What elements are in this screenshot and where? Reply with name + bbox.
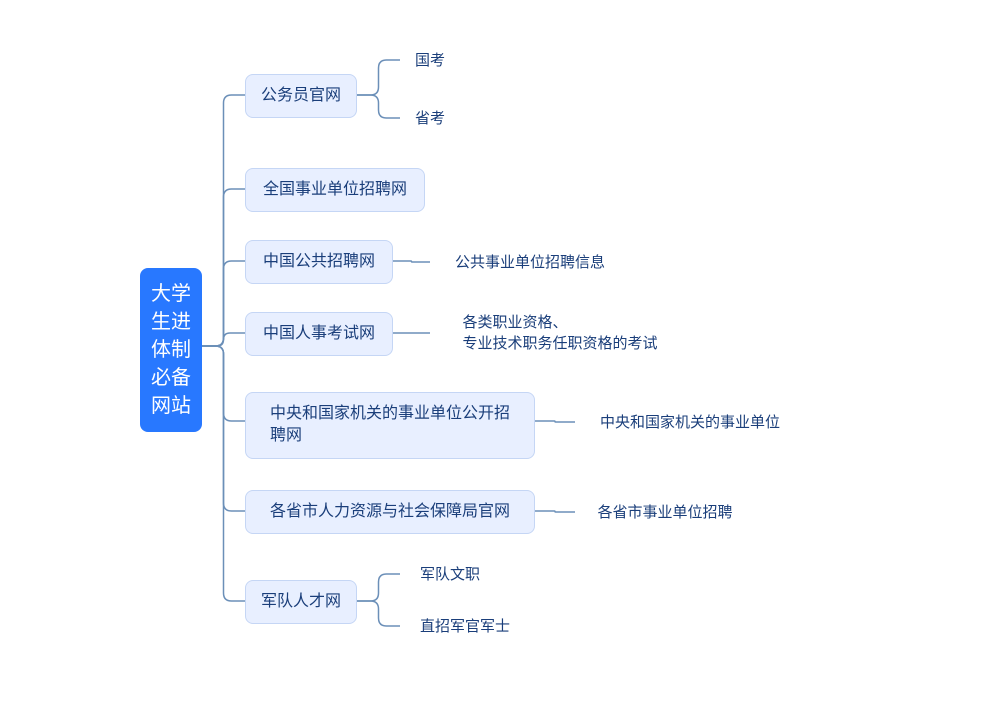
node-b6: 各省市人力资源与社会保障局官网 <box>245 490 535 534</box>
connector <box>202 346 245 511</box>
node-b7c1: 军队文职 <box>400 562 500 587</box>
connector <box>202 346 245 601</box>
connector <box>202 95 245 346</box>
connector <box>202 346 245 421</box>
node-b4: 中国人事考试网 <box>245 312 393 356</box>
connector <box>535 421 575 422</box>
node-b3: 中国公共招聘网 <box>245 240 393 284</box>
connector <box>202 189 245 346</box>
connector <box>202 333 245 346</box>
node-b1c1: 国考 <box>400 48 460 73</box>
connector <box>535 511 575 512</box>
connector <box>357 574 400 601</box>
node-b1: 公务员官网 <box>245 74 357 118</box>
node-root: 大学 生进 体制 必备 网站 <box>140 268 202 432</box>
node-b7c2: 直招军官军士 <box>400 614 530 639</box>
connector <box>357 95 400 118</box>
node-b7: 军队人才网 <box>245 580 357 624</box>
connector <box>202 261 245 346</box>
node-b5: 中央和国家机关的事业单位公开招 聘网 <box>245 392 535 459</box>
connector <box>393 261 430 262</box>
node-b1c2: 省考 <box>400 106 460 131</box>
node-b4c1: 各类职业资格、 专业技术职务任职资格的考试 <box>430 310 690 356</box>
connector <box>357 60 400 95</box>
node-b6c1: 各省市事业单位招聘 <box>575 500 755 525</box>
node-b5c1: 中央和国家机关的事业单位 <box>575 410 805 435</box>
node-b2: 全国事业单位招聘网 <box>245 168 425 212</box>
node-b3c1: 公共事业单位招聘信息 <box>430 250 630 275</box>
connector <box>357 601 400 626</box>
